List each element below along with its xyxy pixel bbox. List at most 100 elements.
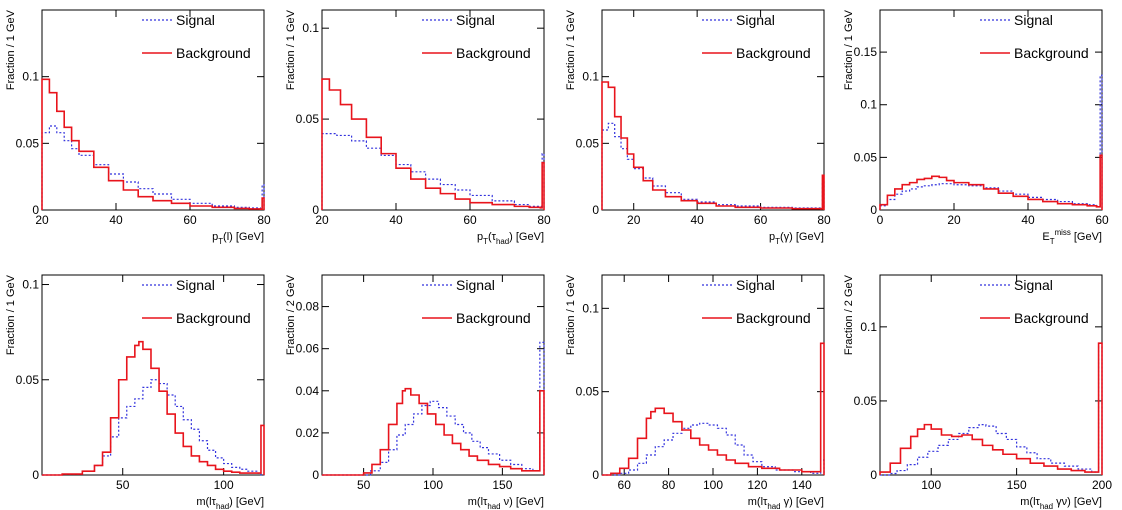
x-axis-label: m(lτhad) [GeV] [196,496,264,510]
y-tick-label: 0.05 [576,385,600,399]
x-tick-label: 0 [877,213,884,227]
y-axis-label: Fraction / 1 GeV [565,274,577,355]
y-tick-label: 0.02 [296,426,320,440]
y-tick-label: 0.1 [860,98,877,112]
y-tick-label: 0.05 [296,112,320,126]
legend-background-label: Background [456,310,531,326]
series-background-line [879,342,1103,475]
x-tick-label: 150 [1007,478,1027,492]
legend-background-label: Background [1014,310,1089,326]
series-signal-line [42,379,264,476]
x-tick-label: 40 [690,213,704,227]
y-tick-label: 0.1 [302,21,319,35]
plot-frame [601,274,825,476]
legend-signal-label: Signal [736,277,775,293]
series-signal-line [880,342,1103,476]
y-tick-label: 0.05 [16,373,40,387]
y-tick-label: 0.04 [296,384,320,398]
y-tick-label: 0.08 [296,300,320,314]
chart-panel-3: 20 40 60 80 0 0.05 0.1 pT(γ) [GeV] Fraction / 1 … [565,9,831,246]
plot-frame [41,274,265,476]
series-signal-line [879,74,1103,210]
y-tick-label: 0.15 [854,45,878,59]
chart-panel-2: 20 40 60 80 0 0.05 0.1 pT(τhad) [GeV] Fraction /… [285,9,551,246]
plot-frame [601,9,825,211]
y-axis-label: Fraction / 1 GeV [843,9,855,90]
legend-signal-label: Signal [1014,12,1053,28]
legend-signal-label: Signal [456,277,495,293]
x-tick-label: 80 [257,213,271,227]
x-axis-label: m(lτhad γ) [GeV] [748,496,824,510]
y-tick-label: 0.05 [576,136,600,150]
x-tick-label: 80 [537,213,551,227]
x-tick-label: 20 [627,213,641,227]
x-axis-label: m(lτhad ν) [GeV] [468,496,544,510]
series-background-line [322,387,545,476]
y-tick-label: 0.1 [582,70,599,84]
series-background-line [321,78,545,210]
plot-frame [41,9,265,211]
x-axis-label: pT(τhad) [GeV] [477,231,544,246]
plot-frame [879,9,1103,211]
plot-frame [321,274,545,476]
legend-background-label: Background [736,45,811,61]
y-tick-label: 0 [870,203,877,217]
x-tick-label: 60 [1095,213,1109,227]
x-tick-label: 20 [315,213,329,227]
legend-background-label: Background [456,45,531,61]
chart-panel-7: 60 80 100 120 140 0 0.05 0.1 m(lτhad γ) [GeV] Fra… [565,274,825,510]
y-tick-label: 0 [592,468,599,482]
legend-background-label: Background [1014,45,1089,61]
x-axis-label: pT(γ) [GeV] [769,231,824,246]
x-tick-label: 60 [463,213,477,227]
y-tick-label: 0.1 [22,70,39,84]
legend-signal-label: Signal [176,12,215,28]
x-tick-label: 100 [423,478,443,492]
y-tick-label: 0 [312,468,319,482]
y-tick-label: 0.05 [854,150,878,164]
x-tick-label: 80 [662,478,676,492]
y-axis-label: Fraction / 2 GeV [843,274,855,355]
x-tick-label: 50 [357,478,371,492]
x-axis-label: m(lτhad γν) [GeV] [1020,496,1102,510]
y-tick-label: 0.1 [22,278,39,292]
y-tick-label: 0 [312,203,319,217]
x-tick-label: 200 [1092,478,1112,492]
x-axis-label: pT(l) [GeV] [212,231,264,246]
x-tick-label: 100 [214,478,234,492]
legend-background-label: Background [736,310,811,326]
y-tick-label: 0 [592,203,599,217]
series-background-line [879,154,1103,210]
plot-frame [321,9,545,211]
x-tick-label: 100 [921,478,941,492]
x-tick-label: 20 [35,213,49,227]
y-axis-label: Fraction / 1 GeV [565,9,577,90]
series-background-line [41,78,265,210]
chart-panel-1: 20 40 60 80 0 0.05 0.1 pT(l) [GeV] Fraction / 1 … [5,9,271,246]
y-tick-label: 0.05 [16,136,40,150]
series-signal-line [601,122,825,210]
series-background-line [602,342,825,476]
x-tick-label: 100 [703,478,723,492]
y-tick-label: 0.06 [296,342,320,356]
chart-panel-6: 50 100 150 0 0.02 0.04 0.06 0.08 m(lτhad ν) [GeV… [285,274,545,510]
x-axis-label: ETmiss [GeV] [1042,228,1102,246]
series-signal-line [602,422,825,476]
legend-signal-label: Signal [456,12,495,28]
chart-panel-4: 0 20 40 60 0 0.05 0.1 0.15 ETmiss [GeV] Fraction … [843,9,1109,246]
y-axis-label: Fraction / 1 GeV [5,9,17,90]
y-tick-label: 0 [32,468,39,482]
series-background-line [42,340,265,476]
x-tick-label: 20 [947,213,961,227]
chart-panel-8: 100 150 200 0 0.05 0.1 m(lτhad γν) [GeV] Fracti… [843,274,1112,510]
legend-signal-label: Signal [176,277,215,293]
x-tick-label: 60 [618,478,632,492]
x-tick-label: 80 [817,213,831,227]
x-tick-label: 120 [747,478,767,492]
y-axis-label: Fraction / 2 GeV [285,274,297,355]
y-axis-label: Fraction / 1 GeV [5,274,17,355]
x-tick-label: 150 [492,478,512,492]
y-tick-label: 0.05 [854,394,878,408]
y-tick-label: 0 [870,468,877,482]
